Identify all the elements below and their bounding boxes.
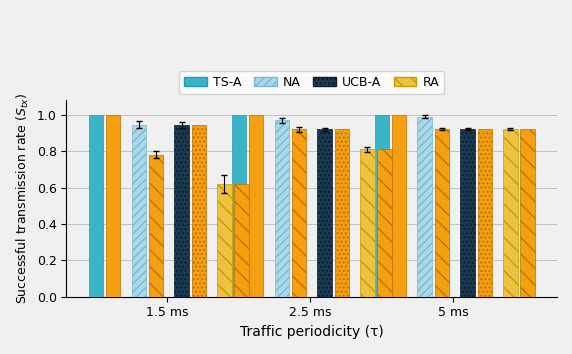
Bar: [478, 130, 492, 297]
Bar: [232, 115, 246, 297]
X-axis label: Traffic periodicity (τ): Traffic periodicity (τ): [240, 325, 384, 339]
Bar: [174, 125, 189, 297]
Bar: [360, 149, 375, 297]
Bar: [418, 117, 432, 297]
Bar: [132, 125, 146, 297]
Bar: [317, 130, 332, 297]
Bar: [249, 115, 263, 297]
Bar: [292, 130, 306, 297]
Bar: [435, 130, 449, 297]
Bar: [192, 125, 206, 297]
Bar: [89, 115, 103, 297]
Bar: [106, 115, 120, 297]
Bar: [503, 130, 518, 297]
Bar: [375, 115, 389, 297]
Y-axis label: Successful transmission rate ($S_{tx}$): Successful transmission rate ($S_{tx}$): [15, 93, 31, 304]
Bar: [335, 130, 349, 297]
Bar: [217, 184, 232, 297]
Legend: TS-A, NA, UCB-A, RA: TS-A, NA, UCB-A, RA: [179, 71, 444, 94]
Bar: [275, 120, 289, 297]
Bar: [378, 149, 392, 297]
Bar: [392, 115, 406, 297]
Bar: [149, 155, 163, 297]
Bar: [521, 130, 535, 297]
Bar: [460, 130, 475, 297]
Bar: [235, 184, 249, 297]
